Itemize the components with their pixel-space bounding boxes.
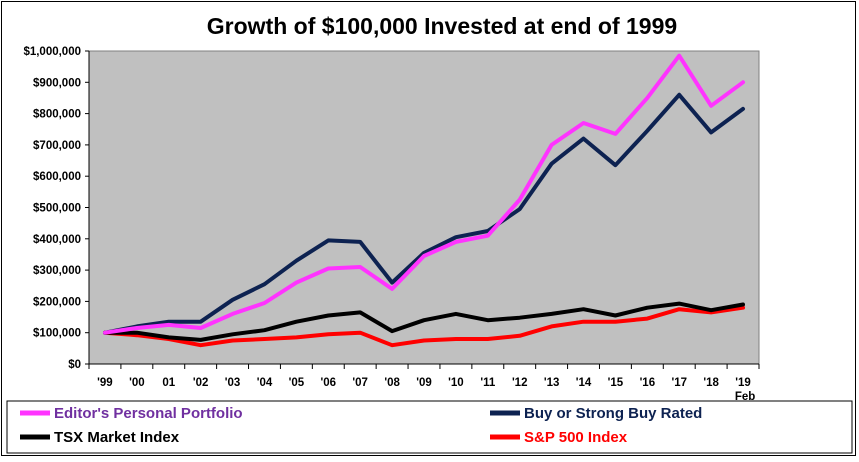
x-tick-label: '18 (703, 377, 719, 389)
x-tick-label: '11 (480, 377, 495, 389)
x-tick-label: '99 (97, 377, 113, 389)
x-axis: '99 '00 01 '02 '03 '04 '05 '06 '07 '08 '09 '10 '11 '1… (88, 363, 760, 389)
legend-label: TSX Market Index (54, 429, 180, 446)
x-tick-label: '06 (321, 377, 337, 389)
x-annotation-feb: Feb (735, 391, 755, 403)
legend-label: Buy or Strong Buy Rated (524, 405, 702, 422)
y-tick-label: $300,000 (33, 265, 81, 277)
y-tick-label: $1,000,000 (23, 46, 81, 58)
x-tick-label: '09 (416, 377, 432, 389)
y-tick-label: $0 (68, 359, 81, 371)
series-line (103, 301, 745, 342)
x-tick-label: 01 (162, 377, 175, 389)
series-line (103, 53, 745, 335)
y-tick-label: $700,000 (33, 140, 81, 152)
y-tick-label: $200,000 (33, 296, 81, 308)
y-tick-label: $900,000 (33, 77, 81, 89)
x-tick-label: '10 (448, 377, 464, 389)
x-tick-label: '16 (640, 377, 656, 389)
legend-label: Editor's Personal Portfolio (54, 405, 243, 422)
chart-title: Growth of $100,000 Invested at end of 19… (207, 13, 677, 39)
y-tick-label: $400,000 (33, 234, 81, 246)
y-tick-label: $600,000 (33, 171, 81, 183)
x-tick-label: '17 (671, 377, 687, 389)
legend-box (6, 400, 853, 454)
x-tick-label: '13 (544, 377, 560, 389)
plot-area (88, 50, 760, 365)
series-line (103, 92, 745, 335)
series-line (103, 305, 745, 348)
x-tick-label: '05 (289, 377, 305, 389)
y-axis: $0 $100,000 $200,000 $300,000 $400,000 $500,0… (23, 46, 90, 371)
series-lines (103, 53, 745, 348)
x-tick-label: '04 (257, 377, 273, 389)
x-tick-label: '03 (225, 377, 241, 389)
x-tick-label: '19 (735, 377, 751, 389)
legend: Editor's Personal Portfolio Buy or Strong… (20, 405, 702, 446)
x-tick-label: '00 (129, 377, 145, 389)
x-tick-label: '02 (193, 377, 209, 389)
y-tick-label: $500,000 (33, 203, 81, 215)
x-tick-label: '15 (608, 377, 624, 389)
x-tick-label: '08 (384, 377, 400, 389)
y-tick-label: $100,000 (33, 328, 81, 340)
x-tick-label: '14 (576, 377, 592, 389)
x-tick-label: '07 (352, 377, 368, 389)
x-tick-label: '12 (512, 377, 528, 389)
y-tick-label: $800,000 (33, 109, 81, 121)
legend-label: S&P 500 Index (524, 429, 628, 446)
